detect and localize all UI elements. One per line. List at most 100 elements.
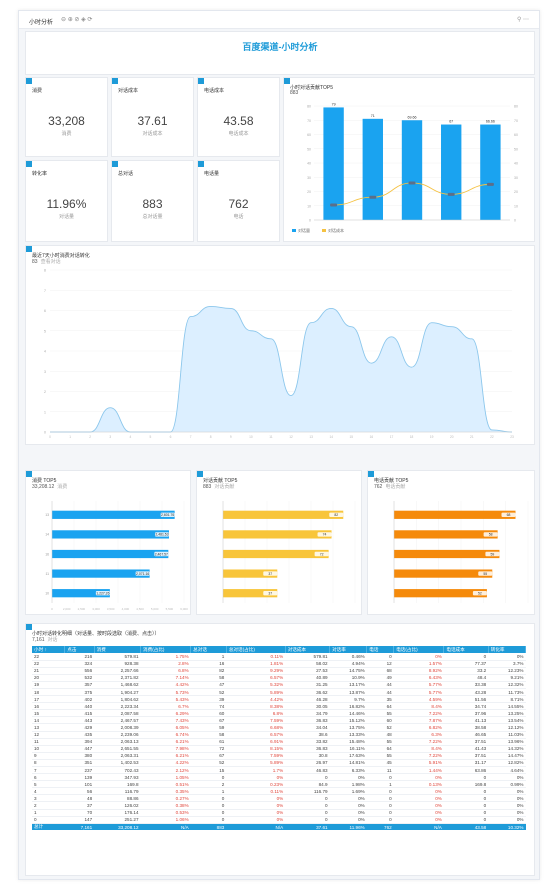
table-cell: 0 (443, 773, 489, 782)
table-row[interactable]: 1 70 176.14 0.53% 0 0% 0 0% 0 0% 0 0% (32, 809, 526, 817)
bar-data-label: 82 (334, 513, 338, 517)
table-cell: 216 (64, 653, 95, 661)
table-cell: 7.22% (393, 709, 444, 718)
panel-title: 对话贡献 TOP5 (203, 478, 238, 484)
table-row[interactable]: 5 101 169.8 0.51% 2 0.23% 84.9 1.98% 1 0.13% 169.8… (32, 780, 526, 789)
total-cell: N/A (226, 823, 286, 831)
dialog-hint[interactable]: 对话贡献 (214, 484, 235, 490)
table-cell: 21 (32, 667, 65, 675)
consume-hint[interactable]: 消费 (57, 484, 68, 490)
table-cell: 6.7% (140, 702, 191, 711)
trend-hint[interactable]: 查看对话 (40, 259, 61, 265)
table-cell: 0.35% (140, 787, 191, 796)
table-cell: 4.42% (226, 695, 286, 704)
column-header[interactable]: 消费 (94, 646, 142, 653)
table-row[interactable]: 14 443 2,467.57 7.43% 67 7.59% 36.83 15.12% 60 7.… (32, 716, 526, 725)
total-cell: 总计 (32, 823, 65, 831)
table-cell: 1.57% (393, 660, 444, 668)
table-cell: 0.11% (226, 653, 286, 661)
table-row[interactable]: 10 447 2,651.55 7.98% 72 8.15% 36.83 16.11% 64 8.… (32, 745, 526, 753)
table-row[interactable]: 2 37 126.02 0.38% 0 0% 0 0% 0 0% 0 0% (32, 801, 526, 810)
table-cell: 8.4% (393, 702, 444, 711)
table-cell: 13 (32, 723, 65, 732)
x-tick-label: 12 (289, 435, 293, 439)
column-header[interactable]: 点击 (64, 646, 95, 653)
bar-mark (480, 124, 501, 220)
dialog-value: 883 (203, 484, 212, 490)
table-row[interactable]: 21 556 2,257.66 6.8% 82 9.29% 27.53 14.75% 68 8.9… (32, 667, 526, 675)
table-row[interactable]: 8 351 1,402.53 4.22% 52 5.89% 26.97 14.81% 45 5.9… (32, 759, 526, 768)
table-row[interactable]: 9 380 2,063.31 6.21% 67 7.59% 30.8 17.63% 55 7.22… (32, 752, 526, 760)
toolbar-icons[interactable]: ⊖ ⊕ ⊘ ◈ ⟳ (61, 17, 93, 23)
column-header[interactable]: 消费(占比) (140, 646, 192, 653)
table-cell: 60 (190, 709, 227, 718)
column-header[interactable]: 对话成本 (285, 646, 331, 653)
table-cell: 13.87% (329, 688, 367, 697)
table-cell: 556 (64, 667, 95, 675)
table-cell: 46.65 (443, 731, 489, 739)
table-cell: 116.79 (94, 787, 141, 796)
table-row[interactable]: 18 375 1,904.27 5.73% 52 5.89% 36.62 13.87% 44 5.… (32, 688, 526, 697)
bar-mark (441, 124, 462, 220)
table-row[interactable]: 6 139 347.93 1.05% 0 0% 0 0% 0 0% 0 0% (32, 773, 526, 782)
bar-data-label: 66.66 (486, 120, 495, 124)
breadcrumb[interactable]: 小时分析 (29, 20, 54, 26)
x-tick-label: 3,000 (92, 607, 100, 611)
table-cell: 0% (488, 801, 526, 810)
table-row[interactable]: 13 429 2,008.39 6.05% 59 6.68% 34.04 13.75% 52 6.… (32, 723, 526, 732)
toolbar-right-icons[interactable]: ⚲ ⋯ (516, 17, 529, 23)
table-row[interactable]: 4 56 116.79 0.35% 1 0.11% 116.79 1.69% 0 0% 0 0% (32, 787, 526, 796)
x-tick-label: 22 (490, 435, 494, 439)
column-header[interactable]: 小时 ↑ (32, 646, 66, 653)
table-cell: 37.96 (443, 709, 489, 718)
table-cell: 0% (488, 816, 526, 824)
table-row[interactable]: 7 237 702.43 2.12% 15 1.7% 46.83 6.33% 11 1.44% 63… (32, 766, 526, 775)
table-hint[interactable]: 对话 (47, 637, 58, 643)
column-header[interactable]: 对话率 (329, 646, 368, 653)
phone-hint[interactable]: 电话贡献 (385, 484, 406, 490)
table-cell: 0% (393, 794, 444, 803)
column-header[interactable]: 转化率 (488, 646, 527, 653)
table-cell: 16.11% (329, 745, 367, 753)
total-cell: 37.61 (285, 823, 330, 831)
table-cell: 22 (32, 660, 65, 668)
table-cell: 19 (32, 681, 65, 689)
table-row[interactable]: 22 216 579.81 1.75% 1 0.11% 579.81 0.46% 0 0% 0 0% (32, 653, 526, 661)
table-cell: 0 (285, 809, 330, 817)
table-cell: 0% (393, 787, 444, 796)
column-header[interactable]: 总对话 (190, 646, 227, 653)
table-row[interactable]: 11 394 2,063.13 6.21% 61 6.91% 33.82 15.48% 55 7.… (32, 738, 526, 746)
table-cell: 2,063.13 (94, 738, 141, 746)
table-row[interactable]: 16 440 2,223.34 6.7% 74 8.38% 30.05 16.82% 64 8.4… (32, 702, 526, 711)
column-header[interactable]: 电话(占比) (393, 646, 445, 653)
card-tag-icon (26, 624, 32, 630)
bar-label-bg (263, 591, 278, 596)
bar-data-label: 59 (491, 552, 495, 556)
table-cell: 14.55% (488, 702, 526, 711)
table-cell: 48 (64, 794, 95, 803)
column-header[interactable]: 总对话(占比) (226, 646, 286, 653)
column-header[interactable]: 电话 (366, 646, 395, 653)
table-row[interactable]: 22 324 928.38 2.8% 16 1.81% 58.02 4.94% 12 1.57% 7… (32, 660, 526, 668)
bar-label-bg (472, 591, 487, 596)
table-row[interactable]: 3 48 88.86 0.27% 0 0% 0 0% 0 0% 0 0% (32, 794, 526, 803)
table-row[interactable]: 17 402 1,804.62 5.43% 39 4.42% 46.28 9.7% 35 4.59… (32, 695, 526, 704)
table-total-row: 总计 7,161 33,208.12 N/A 883 N/A 37.61 11.96% 762 N… (32, 823, 526, 831)
table-row[interactable]: 12 435 2,239.06 6.74% 58 6.57% 38.6 13.33% 48 6.3… (32, 731, 526, 739)
table-cell: 237 (64, 766, 95, 775)
table-row[interactable]: 20 532 2,371.82 7.14% 58 6.57% 40.89 10.9% 49 6.4… (32, 674, 526, 682)
table-row[interactable]: 19 357 1,468.62 4.42% 47 5.32% 31.25 13.17% 44 5.… (32, 681, 526, 689)
table-cell: 37.51 (443, 738, 489, 746)
x-tick-label: 0 (49, 435, 51, 439)
table-cell: 14.75% (329, 667, 367, 675)
table-row[interactable]: 15 415 2,087.58 6.29% 60 6.8% 34.79 14.46% 55 7.2… (32, 709, 526, 718)
table-cell: 4.42% (140, 681, 191, 689)
x-tick-label: 9 (230, 435, 232, 439)
table-cell: 0% (488, 773, 526, 782)
column-header[interactable]: 电话成本 (443, 646, 489, 653)
table-row[interactable]: 0 147 251.27 1.06% 0 0% 0 0% 0 0% 0 0% (32, 816, 526, 824)
table-cell: 12.32% (488, 681, 526, 689)
panel-value: 7,161 对话 (32, 636, 58, 643)
kpi-sub: 对话成本 (142, 131, 163, 137)
table-cell: 84.9 (285, 780, 330, 789)
